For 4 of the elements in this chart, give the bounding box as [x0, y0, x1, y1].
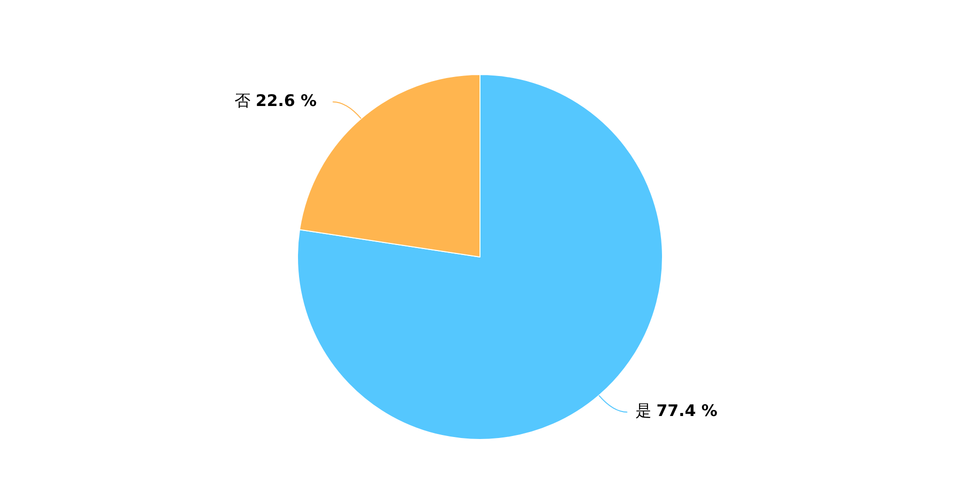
data-label: 22.6 % [256, 91, 317, 110]
data-label: 77.4 % [656, 401, 718, 420]
slice-label: 是 [635, 401, 656, 420]
slice-label: 否 [234, 91, 256, 110]
